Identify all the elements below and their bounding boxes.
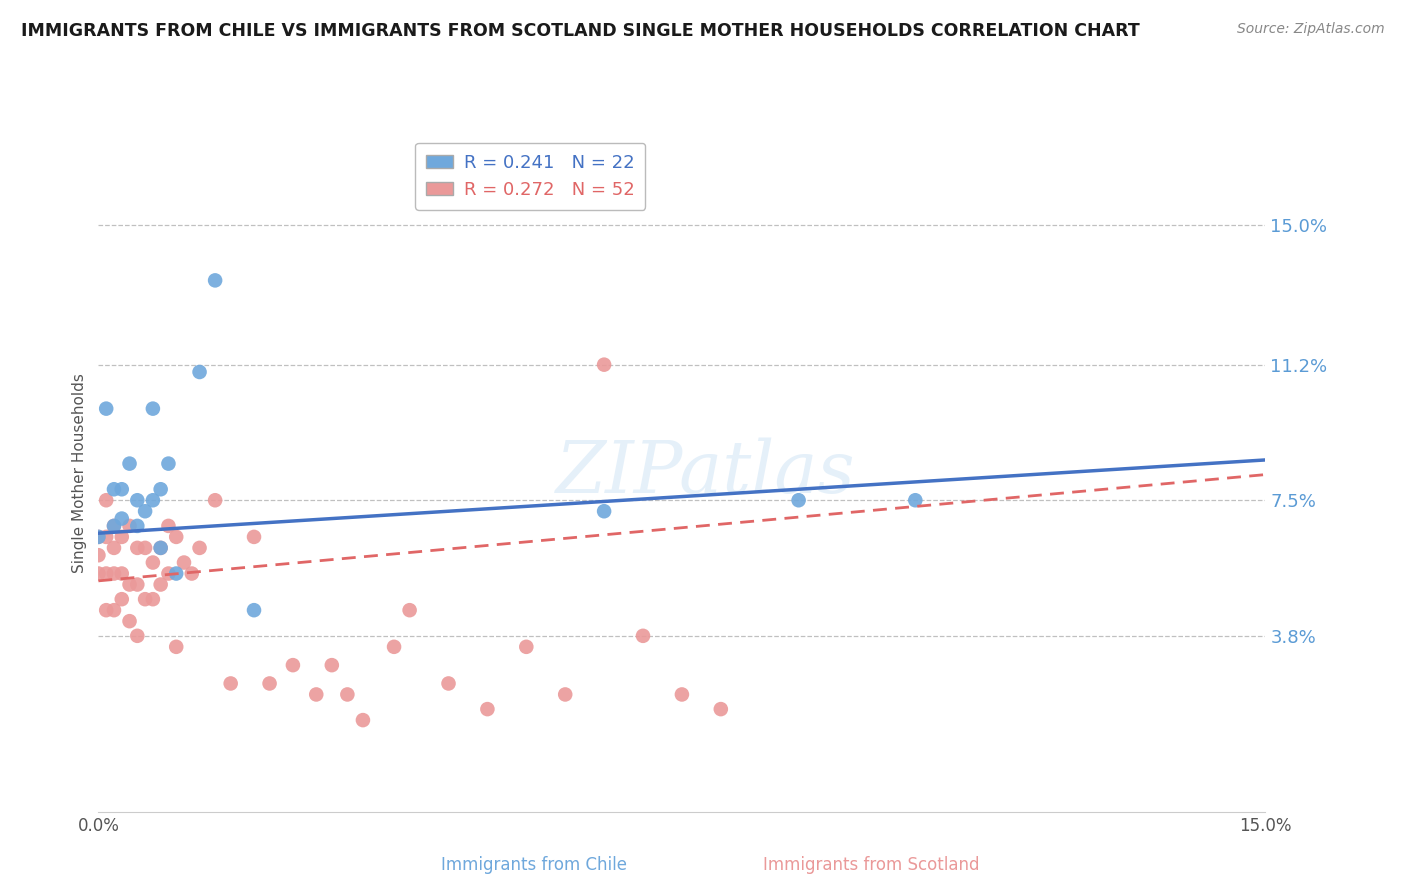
Point — [111, 592, 134, 607]
Point — [111, 530, 134, 544]
Point — [173, 556, 195, 570]
Point — [118, 614, 141, 628]
Point — [142, 401, 165, 416]
Point — [554, 688, 576, 702]
Point — [103, 482, 125, 496]
Point — [118, 577, 141, 591]
Point — [103, 541, 125, 555]
Point — [134, 541, 156, 555]
Point — [904, 493, 927, 508]
Point — [180, 566, 202, 581]
Text: Immigrants from Scotland: Immigrants from Scotland — [763, 855, 980, 873]
Point — [157, 457, 180, 471]
Point — [437, 676, 460, 690]
Point — [149, 482, 172, 496]
Point — [96, 493, 118, 508]
Point — [219, 676, 242, 690]
Point — [127, 629, 149, 643]
Point — [204, 273, 226, 287]
Point — [157, 519, 180, 533]
Point — [103, 603, 125, 617]
Point — [477, 702, 499, 716]
Point — [352, 713, 374, 727]
Point — [165, 566, 187, 581]
Point — [165, 530, 187, 544]
Text: Source: ZipAtlas.com: Source: ZipAtlas.com — [1237, 22, 1385, 37]
Point — [787, 493, 810, 508]
Point — [281, 658, 304, 673]
Point — [382, 640, 405, 654]
Y-axis label: Single Mother Households: Single Mother Households — [72, 373, 87, 573]
Point — [149, 541, 172, 555]
Point — [142, 556, 165, 570]
Point — [134, 504, 156, 518]
Point — [593, 504, 616, 518]
Point — [127, 519, 149, 533]
Point — [515, 640, 537, 654]
Point — [127, 493, 149, 508]
Point — [111, 566, 134, 581]
Point — [259, 676, 281, 690]
Point — [96, 566, 118, 581]
Point — [111, 482, 134, 496]
Point — [165, 640, 187, 654]
Point — [96, 530, 118, 544]
Point — [111, 511, 134, 525]
Point — [118, 457, 141, 471]
Point — [103, 566, 125, 581]
Point — [142, 592, 165, 607]
Point — [96, 603, 118, 617]
Text: IMMIGRANTS FROM CHILE VS IMMIGRANTS FROM SCOTLAND SINGLE MOTHER HOUSEHOLDS CORRE: IMMIGRANTS FROM CHILE VS IMMIGRANTS FROM… — [21, 22, 1140, 40]
Point — [96, 401, 118, 416]
Point — [134, 592, 156, 607]
Point — [118, 519, 141, 533]
Point — [142, 493, 165, 508]
Point — [149, 577, 172, 591]
Point — [204, 493, 226, 508]
Point — [398, 603, 420, 617]
Point — [103, 519, 125, 533]
Point — [87, 566, 110, 581]
Point — [321, 658, 343, 673]
Point — [87, 548, 110, 562]
Point — [631, 629, 654, 643]
Point — [593, 358, 616, 372]
Point — [188, 541, 211, 555]
Point — [103, 519, 125, 533]
Point — [87, 530, 110, 544]
Point — [188, 365, 211, 379]
Point — [87, 530, 110, 544]
Text: Immigrants from Chile: Immigrants from Chile — [441, 855, 627, 873]
Point — [336, 688, 359, 702]
Point — [710, 702, 733, 716]
Point — [127, 541, 149, 555]
Legend: R = 0.241   N = 22, R = 0.272   N = 52: R = 0.241 N = 22, R = 0.272 N = 52 — [415, 143, 645, 210]
Point — [305, 688, 328, 702]
Point — [671, 688, 693, 702]
Point — [157, 566, 180, 581]
Point — [127, 577, 149, 591]
Point — [149, 541, 172, 555]
Text: ZIPatlas: ZIPatlas — [555, 437, 855, 508]
Point — [243, 603, 266, 617]
Point — [243, 530, 266, 544]
